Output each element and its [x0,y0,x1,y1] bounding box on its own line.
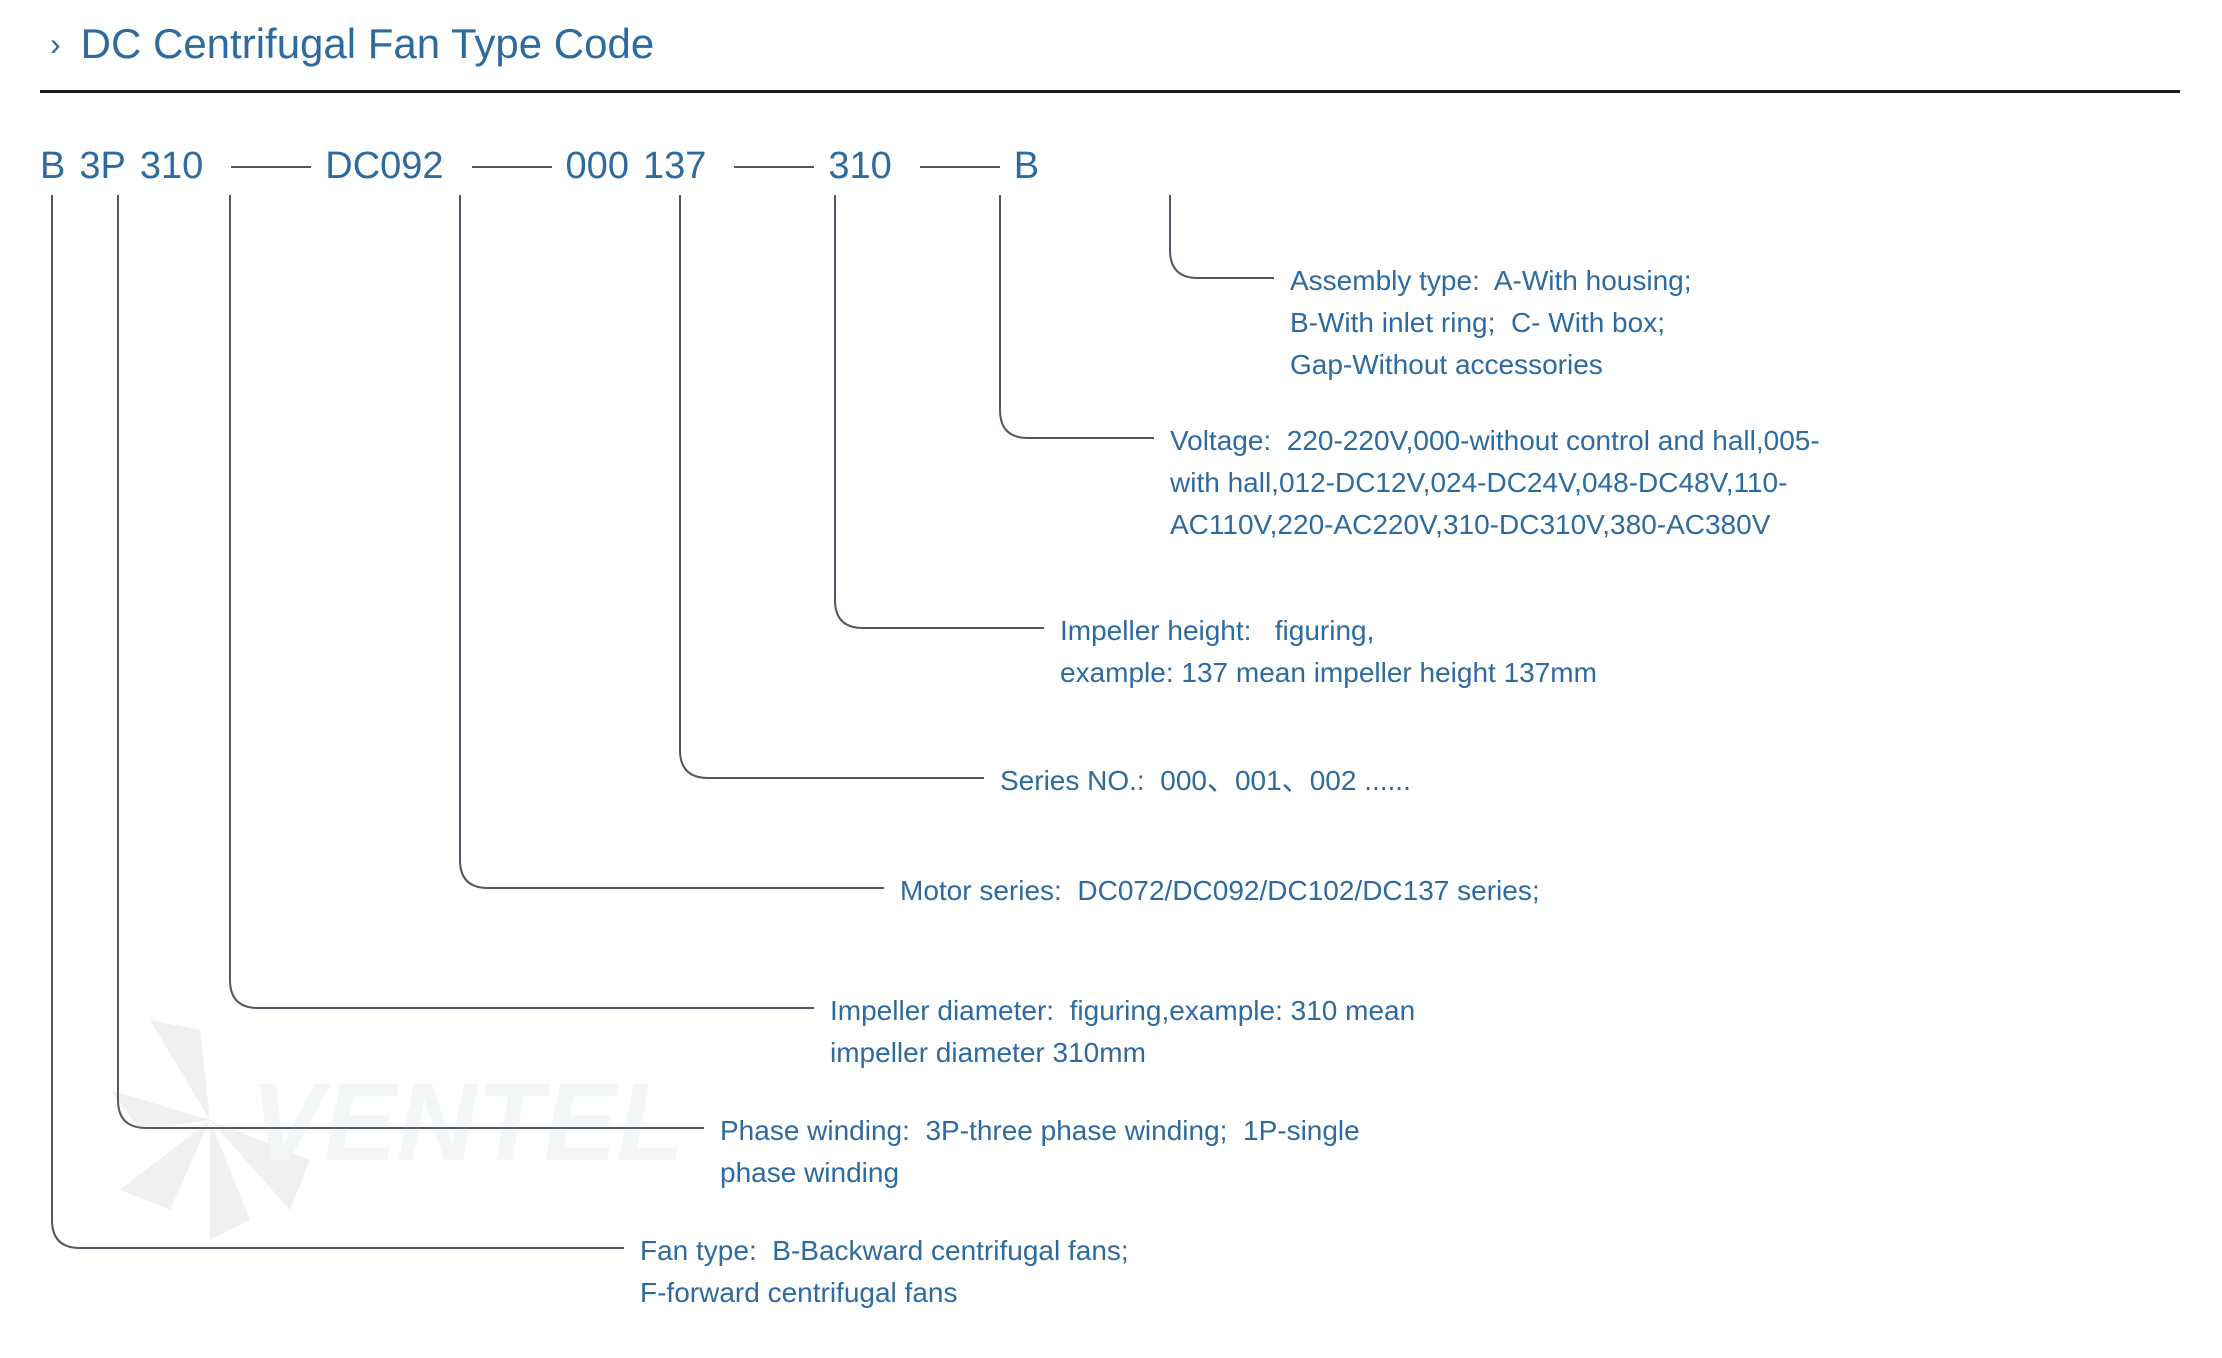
dash-sep [920,166,1000,168]
desc-impeller-dia: Impeller diameter: figuring,example: 310… [830,990,1415,1074]
title-underline [40,90,2180,93]
connector-line [460,195,884,888]
title-text: DC Centrifugal Fan Type Code [81,20,655,68]
connector-line [118,195,704,1128]
code-seg-impeller-height: 137 [643,145,706,188]
desc-impeller-height: Impeller height: figuring, example: 137 … [1060,610,1597,694]
connector-line [1000,195,1154,438]
connector-line [1170,195,1274,278]
watermark-logo: VENTEL [90,960,690,1285]
desc-assembly-type: Assembly type: A-With housing; B-With in… [1290,260,1692,386]
code-seg-series-no: 000 [566,145,629,188]
connector-line [680,195,984,778]
page-title: › DC Centrifugal Fan Type Code [50,20,654,68]
dash-sep [734,166,814,168]
desc-fan-type: Fan type: B-Backward centrifugal fans; F… [640,1230,1129,1314]
dash-sep [231,166,311,168]
code-seg-impeller-dia: 310 [140,145,203,188]
type-code-row: B 3P 310 DC092 000 137 310 B [40,145,1053,188]
code-seg-fan-type: B [40,145,65,188]
code-seg-assembly-type: B [1014,145,1039,188]
connector-line [230,195,814,1008]
desc-motor-series: Motor series: DC072/DC092/DC102/DC137 se… [900,870,1540,912]
desc-phase-winding: Phase winding: 3P-three phase winding; 1… [720,1110,1360,1194]
code-seg-motor-series: DC092 [325,145,443,188]
code-seg-phase-winding: 3P [79,145,125,188]
connector-line [835,195,1044,628]
dash-sep [472,166,552,168]
chevron-right-icon: › [50,26,61,63]
desc-voltage: Voltage: 220-220V,000-without control an… [1170,420,1820,546]
connector-line [52,195,624,1248]
code-seg-voltage: 310 [828,145,891,188]
svg-text:VENTEL: VENTEL [250,1061,684,1184]
desc-series-no: Series NO.: 000、001、002 ...... [1000,760,1411,802]
